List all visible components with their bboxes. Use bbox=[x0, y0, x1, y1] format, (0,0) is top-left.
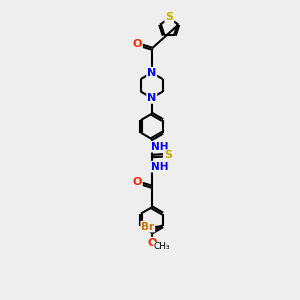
Text: S: S bbox=[164, 150, 172, 160]
Text: O: O bbox=[147, 238, 156, 248]
Text: O: O bbox=[133, 177, 142, 187]
Text: Br: Br bbox=[141, 222, 154, 232]
Text: N: N bbox=[147, 68, 156, 78]
Text: N: N bbox=[147, 93, 156, 103]
Text: O: O bbox=[133, 39, 142, 49]
Text: S: S bbox=[165, 12, 173, 22]
Text: NH: NH bbox=[151, 142, 168, 152]
Text: NH: NH bbox=[151, 162, 168, 172]
Text: CH₃: CH₃ bbox=[154, 242, 170, 251]
